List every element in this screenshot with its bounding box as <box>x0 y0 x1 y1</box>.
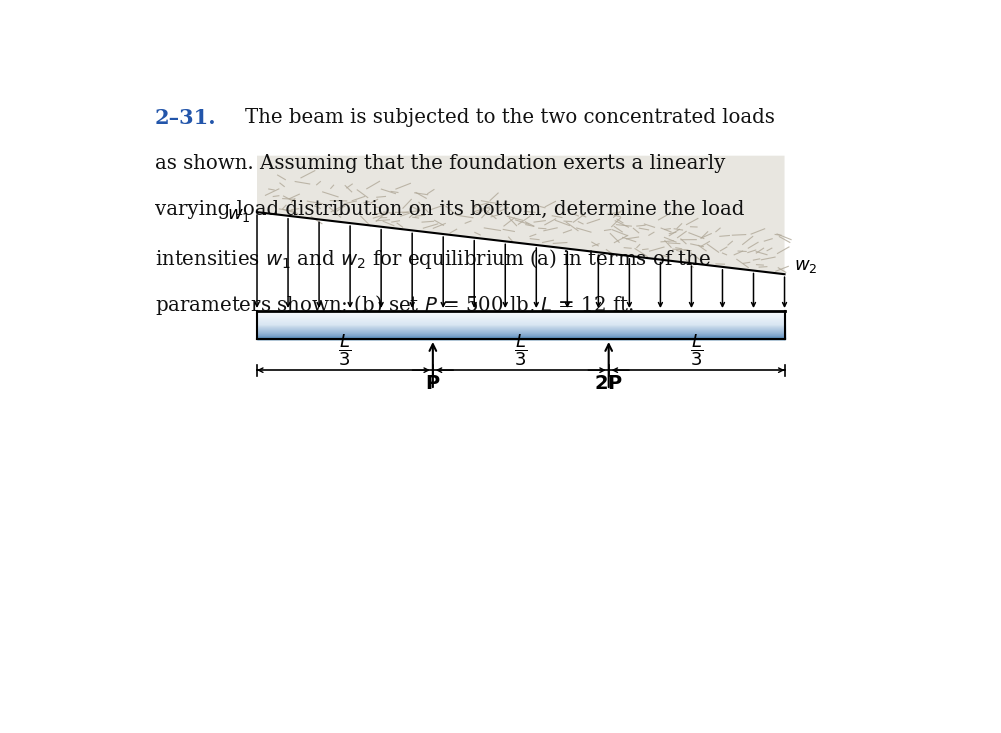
Text: $\mathbf{2P}$: $\mathbf{2P}$ <box>595 375 624 393</box>
Polygon shape <box>257 155 785 274</box>
Text: $\dfrac{L}{3}$: $\dfrac{L}{3}$ <box>338 332 351 368</box>
Text: $w_2$: $w_2$ <box>794 257 817 276</box>
Text: $\mathbf{P}$: $\mathbf{P}$ <box>425 375 440 393</box>
Text: $w_1$: $w_1$ <box>227 207 251 224</box>
Text: $\dfrac{L}{3}$: $\dfrac{L}{3}$ <box>515 332 528 368</box>
Text: varying load distribution on its bottom, determine the load: varying load distribution on its bottom,… <box>154 200 744 219</box>
Text: The beam is subjected to the two concentrated loads: The beam is subjected to the two concent… <box>245 108 775 127</box>
Text: intensities $w_1$ and $w_2$ for equilibrium (a) in terms of the: intensities $w_1$ and $w_2$ for equilibr… <box>154 246 711 270</box>
Text: $\dfrac{L}{3}$: $\dfrac{L}{3}$ <box>690 332 704 368</box>
Text: 2–31.: 2–31. <box>154 108 216 128</box>
Text: as shown. Assuming that the foundation exerts a linearly: as shown. Assuming that the foundation e… <box>154 154 725 173</box>
Text: parameters shown; (b) set $P$ = 500 lb, $L$ = 12 ft.: parameters shown; (b) set $P$ = 500 lb, … <box>154 293 634 317</box>
